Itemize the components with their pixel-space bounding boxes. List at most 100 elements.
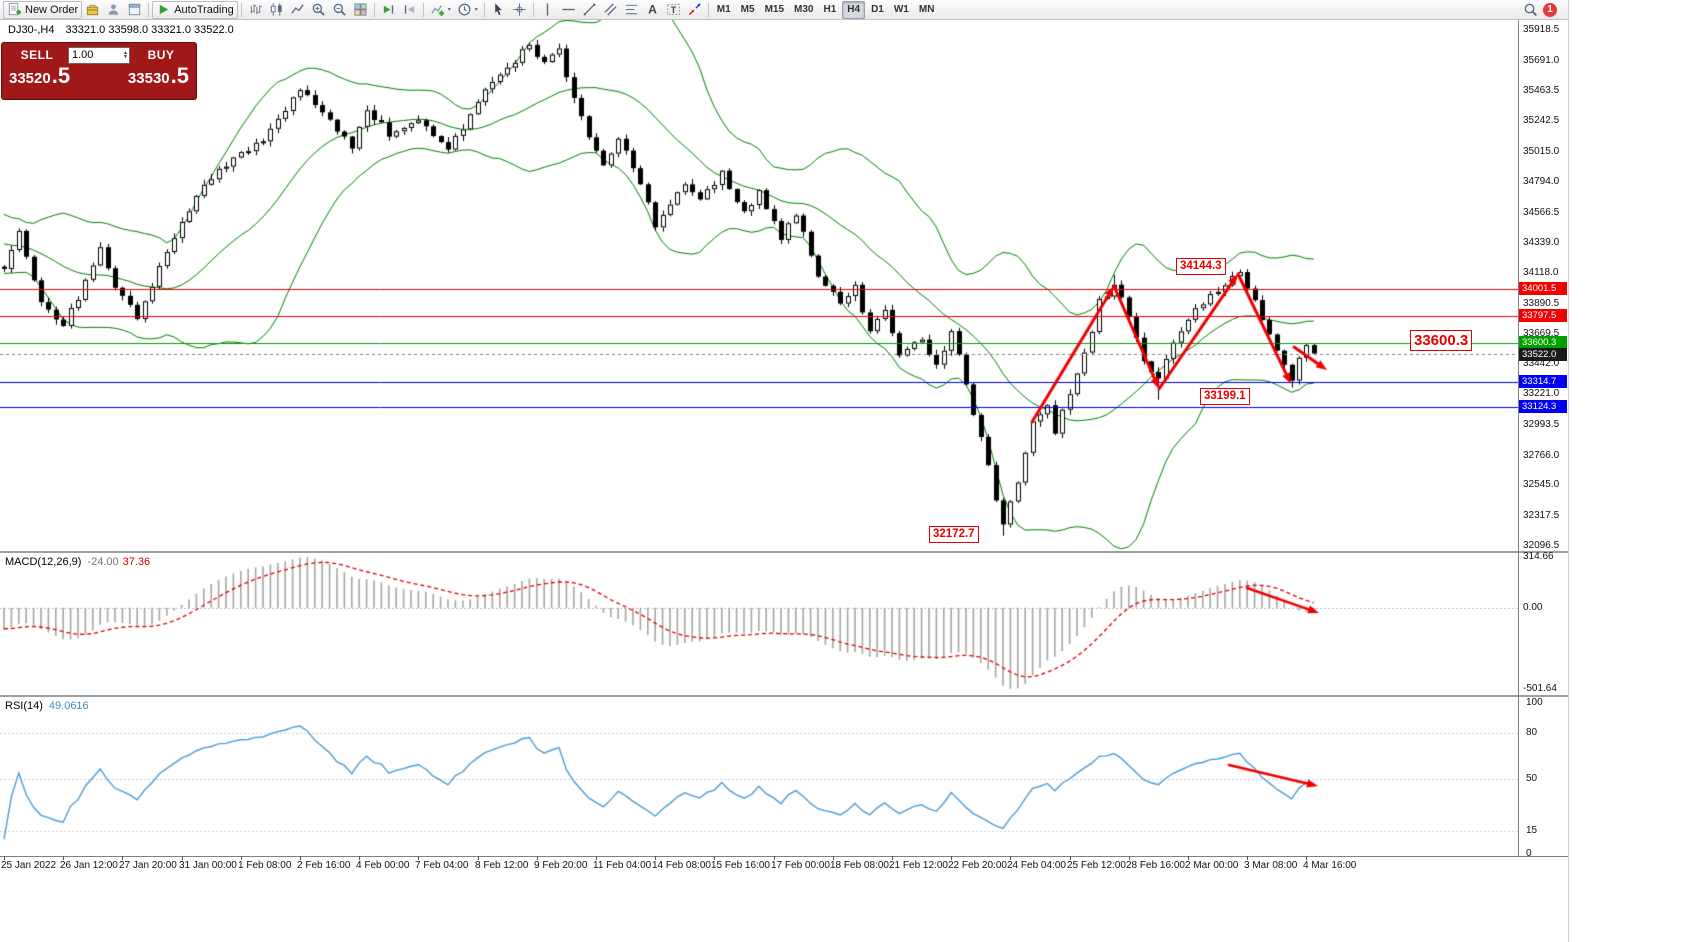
price-axis-label: 33221.0 <box>1523 388 1560 400</box>
zoom-in-icon <box>312 3 325 16</box>
price-chart-canvas[interactable] <box>0 20 1518 552</box>
time-axis-label: 4 Feb 00:00 <box>356 860 410 871</box>
tile-windows-icon <box>354 3 367 16</box>
timeframe-button-m30[interactable]: M30 <box>794 4 814 15</box>
sell-price-main: 33520 <box>9 69 51 87</box>
timeframe-button-m1[interactable]: M1 <box>716 4 731 15</box>
time-axis-label: 7 Feb 04:00 <box>415 860 469 871</box>
current-price-tag: 33522.0 <box>1519 347 1567 361</box>
timeframe-button-h1[interactable]: H1 <box>823 4 837 15</box>
annotation-33199.1[interactable]: 33199.1 <box>1200 388 1250 405</box>
toolbar-separator <box>148 2 150 17</box>
timeframe-button-w1[interactable]: W1 <box>893 4 909 15</box>
price-axis-label: 35463.5 <box>1523 85 1560 97</box>
period-button[interactable]: ▾ <box>454 1 481 19</box>
price-axis-label: 33442.0 <box>1523 358 1560 370</box>
zoom-out-button[interactable] <box>329 1 350 19</box>
buy-price[interactable]: 33530.5 <box>127 65 189 87</box>
svg-text:A: A <box>648 3 657 17</box>
macd-panel-canvas[interactable] <box>0 553 1518 695</box>
ohlc-values: 33321.0 33598.0 33321.0 33522.0 <box>65 24 234 36</box>
line-chart-button[interactable] <box>287 1 308 19</box>
rsi-axis-label: 50 <box>1526 772 1538 784</box>
layouts-button[interactable] <box>124 1 145 19</box>
price-axis-label: 34339.0 <box>1523 237 1560 249</box>
shop-button[interactable] <box>82 1 103 19</box>
candlestick-chart-icon <box>270 3 282 16</box>
macd-main-value: -24.00 <box>87 556 119 568</box>
toolbar: New Order AutoTrading ▾ ▾ A T <box>0 0 1568 20</box>
rsi-axis-label: 100 <box>1526 697 1543 708</box>
trendline-button[interactable] <box>579 1 600 19</box>
bar-chart-icon <box>250 4 262 15</box>
profile-icon <box>108 4 119 15</box>
add-indicator-button[interactable]: ▾ <box>427 1 454 19</box>
horizontal-line-button[interactable] <box>558 1 579 19</box>
svg-text:T: T <box>670 5 676 15</box>
text-label-button[interactable]: T <box>663 1 684 19</box>
panel-splitter[interactable] <box>0 551 1568 553</box>
price-tag: 34001.5 <box>1519 281 1567 295</box>
timeframe-group: M1 M5 M15 M30 H1 H4 D1 W1 MN <box>712 0 940 19</box>
candlestick-chart-button[interactable] <box>266 1 287 19</box>
notification-badge[interactable]: 1 <box>1543 2 1557 17</box>
auto-scroll-button[interactable] <box>378 1 399 19</box>
sell-price-frac: .5 <box>51 63 71 88</box>
vertical-line-button[interactable] <box>537 1 558 19</box>
price-axis-label: 34118.0 <box>1523 267 1559 279</box>
sell-button[interactable]: SELL <box>20 48 54 62</box>
profile-button[interactable] <box>103 1 124 19</box>
annotation-32172.7[interactable]: 32172.7 <box>929 526 979 543</box>
rsi-label: RSI(14) 49.0616 <box>5 700 89 712</box>
timeframe-button-m15[interactable]: M15 <box>764 4 785 15</box>
timeframe-button-h4[interactable]: H4 <box>842 0 866 19</box>
arrows-tool-button[interactable] <box>684 1 705 19</box>
text-button[interactable]: A <box>642 1 663 19</box>
toolbar-separator <box>483 2 485 17</box>
search-icon <box>1524 3 1538 17</box>
macd-name: MACD(12,26,9) <box>5 556 82 568</box>
new-order-button[interactable]: New Order <box>3 0 83 19</box>
cursor-button[interactable] <box>488 1 509 19</box>
sell-price[interactable]: 33520.5 <box>9 63 71 88</box>
timeframe-button-d1[interactable]: D1 <box>871 4 884 15</box>
timeframe-button-m5[interactable]: M5 <box>740 4 755 15</box>
equidistant-channel-button[interactable] <box>600 1 621 19</box>
time-axis-label: 25 Feb 12:00 <box>1067 860 1126 871</box>
caret-down-icon: ▾ <box>474 7 478 13</box>
price-axis-label: 35918.5 <box>1523 24 1560 36</box>
crosshair-button[interactable] <box>509 1 530 19</box>
trendline-icon <box>583 3 596 16</box>
annotation-33600.3[interactable]: 33600.3 <box>1410 330 1473 351</box>
timeframe-button-mn[interactable]: MN <box>918 4 935 15</box>
time-axis-label: 21 Feb 12:00 <box>889 860 948 871</box>
price-axis-label: 33890.5 <box>1523 297 1560 309</box>
price-axis-label: 35242.5 <box>1523 115 1560 127</box>
tile-windows-button[interactable] <box>350 1 371 19</box>
autotrading-label: AutoTrading <box>174 3 234 16</box>
rsi-panel-canvas[interactable] <box>0 697 1518 856</box>
time-axis-label: 27 Jan 20:00 <box>119 860 177 871</box>
price-axis-label: 32545.0 <box>1523 479 1560 491</box>
search-button[interactable] <box>1520 1 1541 19</box>
annotation-34144.3[interactable]: 34144.3 <box>1176 258 1226 275</box>
time-axis-border <box>0 856 1568 857</box>
bar-chart-button[interactable] <box>245 1 266 19</box>
volume-spinner[interactable]: ▲ ▼ <box>123 50 128 60</box>
autotrading-button[interactable]: AutoTrading <box>152 0 238 19</box>
time-axis-label: 18 Feb 08:00 <box>830 860 889 871</box>
volume-input[interactable] <box>72 49 114 61</box>
toolbar-separator <box>707 2 709 17</box>
time-axis-label: 2 Mar 00:00 <box>1185 860 1239 871</box>
chart-shift-button[interactable] <box>399 1 420 19</box>
spinner-up-icon[interactable]: ▲ <box>123 50 128 56</box>
fibonacci-icon <box>625 4 637 15</box>
buy-button[interactable]: BUY <box>147 48 175 62</box>
caret-down-icon: ▾ <box>447 7 451 13</box>
zoom-in-button[interactable] <box>308 1 329 19</box>
spinner-down-icon[interactable]: ▼ <box>123 54 128 60</box>
buy-price-main: 33530 <box>127 69 170 87</box>
fibonacci-button[interactable] <box>621 1 642 19</box>
panel-splitter[interactable] <box>0 695 1568 697</box>
